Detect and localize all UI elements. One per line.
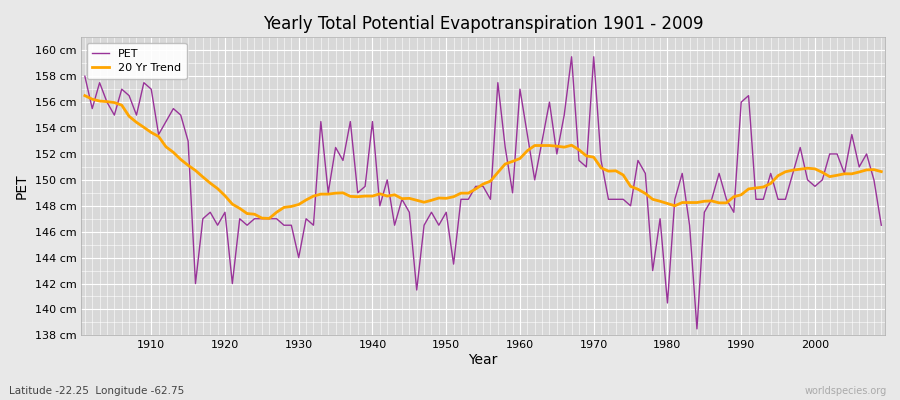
Legend: PET, 20 Yr Trend: PET, 20 Yr Trend — [86, 43, 186, 79]
20 Yr Trend — [264, 216, 274, 221]
PET — [301, 216, 311, 221]
Title: Yearly Total Potential Evapotranspiration 1901 - 2009: Yearly Total Potential Evapotranspiratio… — [263, 15, 703, 33]
Line: 20 Yr Trend: 20 Yr Trend — [85, 96, 881, 218]
PET — [876, 223, 886, 228]
Line: PET: PET — [85, 57, 881, 329]
PET — [610, 197, 621, 202]
20 Yr Trend — [522, 148, 533, 153]
PET — [79, 74, 90, 79]
X-axis label: Year: Year — [468, 353, 498, 367]
PET — [139, 80, 149, 85]
Text: Latitude -22.25  Longitude -62.75: Latitude -22.25 Longitude -62.75 — [9, 386, 184, 396]
20 Yr Trend — [876, 169, 886, 174]
Text: worldspecies.org: worldspecies.org — [805, 386, 886, 396]
Y-axis label: PET: PET — [15, 174, 29, 199]
PET — [691, 326, 702, 331]
PET — [515, 87, 526, 92]
20 Yr Trend — [515, 156, 526, 161]
PET — [566, 54, 577, 59]
20 Yr Trend — [308, 194, 319, 198]
PET — [345, 119, 356, 124]
20 Yr Trend — [352, 194, 363, 199]
20 Yr Trend — [610, 168, 621, 173]
PET — [508, 190, 518, 195]
20 Yr Trend — [139, 125, 149, 130]
20 Yr Trend — [79, 93, 90, 98]
